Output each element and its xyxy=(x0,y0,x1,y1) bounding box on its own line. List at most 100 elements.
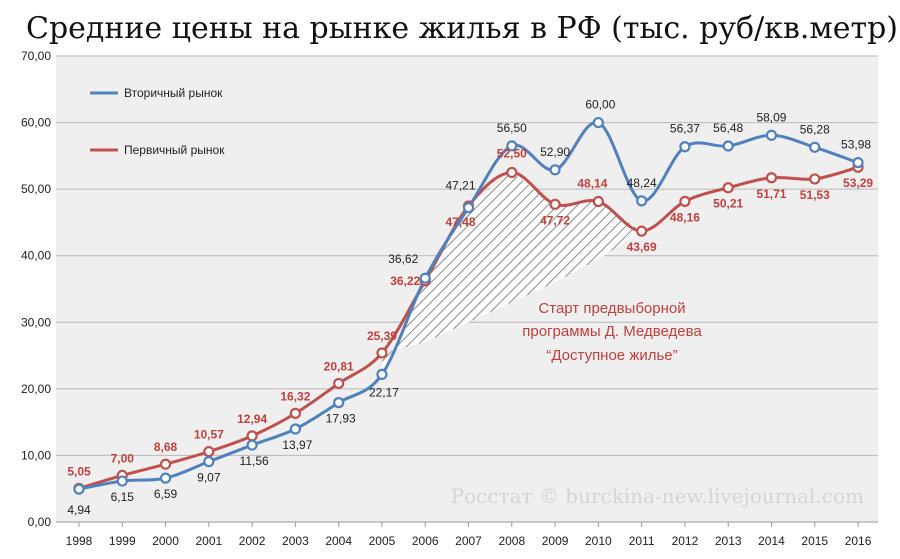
point-primary xyxy=(636,225,648,237)
point-secondary xyxy=(159,472,172,484)
legend: Вторичный рынок Первичный рынок xyxy=(90,86,225,157)
data-label-primary: 52,50 xyxy=(497,147,527,161)
data-labels: 4,94 6,15 6,59 9,07 11,56 13,97 17,93 22,17 36,6… xyxy=(67,98,873,518)
data-label-primary: 50,21 xyxy=(713,197,743,211)
point-primary xyxy=(549,198,561,210)
point-secondary xyxy=(246,439,258,451)
data-label-primary: 47,48 xyxy=(446,215,476,229)
y-tick-label: 50,00 xyxy=(21,182,51,196)
hatch-region xyxy=(381,172,642,375)
y-tick-label: 40,00 xyxy=(21,249,51,263)
legend-entry: Первичный рынок xyxy=(124,143,225,157)
point-secondary xyxy=(203,456,215,468)
legend-entry: Вторичный рынок xyxy=(124,86,223,100)
data-label-secondary: 56,37 xyxy=(670,122,700,136)
data-label-secondary: 56,48 xyxy=(713,121,743,135)
x-tick-label: 2002 xyxy=(239,534,266,548)
point-primary xyxy=(289,407,301,419)
x-tick-label: 2016 xyxy=(845,534,872,548)
data-label-primary: 48,16 xyxy=(670,210,700,224)
point-secondary xyxy=(73,483,85,495)
data-label-primary: 25,39 xyxy=(367,329,397,343)
series-lines xyxy=(73,116,864,495)
data-label-secondary: 47,21 xyxy=(446,179,476,193)
data-label-secondary: 4,94 xyxy=(67,503,91,517)
data-label-secondary: 60,00 xyxy=(585,98,615,112)
point-primary xyxy=(506,166,518,179)
x-tick-label: 2000 xyxy=(152,534,179,548)
x-tick-label: 2014 xyxy=(758,534,785,548)
point-primary xyxy=(333,377,345,390)
data-label-secondary: 13,97 xyxy=(282,438,312,452)
point-primary xyxy=(203,446,215,458)
data-label-primary: 5,05 xyxy=(67,464,91,478)
x-tick-label: 2009 xyxy=(542,534,569,548)
hatch-area xyxy=(381,172,642,375)
data-label-primary: 36,22 xyxy=(390,274,420,288)
y-tick-label: 70,00 xyxy=(21,49,51,63)
chart-title: Средние цены на рынке жилья в РФ (тыс. р… xyxy=(26,11,898,46)
point-secondary xyxy=(765,129,778,141)
x-tick-label: 2006 xyxy=(412,534,439,548)
x-tick-label: 1998 xyxy=(66,534,93,548)
point-secondary xyxy=(549,164,561,176)
point-primary xyxy=(592,195,604,208)
data-label-secondary: 17,93 xyxy=(326,412,356,426)
data-label-primary: 16,32 xyxy=(280,389,310,403)
data-label-primary: 53,29 xyxy=(843,176,873,190)
y-tick-label: 10,00 xyxy=(21,448,51,462)
data-label-secondary: 9,07 xyxy=(197,471,221,485)
data-label-primary: 7,00 xyxy=(111,451,135,465)
x-tick-label: 2005 xyxy=(369,534,396,548)
data-label-primary: 43,69 xyxy=(627,240,657,254)
x-tick-label: 2011 xyxy=(629,534,655,548)
x-tick-label: 2010 xyxy=(585,534,612,548)
annotation-line-1: Старт предвыборной xyxy=(538,300,685,317)
point-secondary xyxy=(333,397,345,409)
data-label-secondary: 56,50 xyxy=(497,121,527,135)
point-primary xyxy=(722,182,734,194)
point-secondary xyxy=(636,195,648,207)
data-label-secondary: 52,90 xyxy=(540,145,570,159)
x-tick-label: 1999 xyxy=(109,534,136,548)
data-label-secondary: 36,62 xyxy=(388,252,418,266)
y-tick-label: 30,00 xyxy=(21,315,51,329)
y-tick-label: 20,00 xyxy=(21,382,51,396)
source-watermark: Росстат © burckina-new.livejournal.com xyxy=(451,484,864,508)
data-label-secondary: 48,24 xyxy=(627,176,657,190)
x-tick-label: 2004 xyxy=(325,534,352,548)
point-secondary xyxy=(852,157,864,169)
x-tick-label: 2007 xyxy=(455,534,482,548)
axes: 0,00 10,00 20,00 30,00 40,00 50,00 60,00 70,00 1… xyxy=(21,49,878,548)
point-secondary xyxy=(679,141,691,153)
point-primary xyxy=(246,430,258,442)
x-tick-label: 2013 xyxy=(715,534,742,548)
point-primary xyxy=(679,195,691,207)
data-label-secondary: 6,15 xyxy=(111,490,135,504)
data-label-secondary: 56,28 xyxy=(800,122,830,136)
data-label-secondary: 53,98 xyxy=(841,138,871,152)
data-label-secondary: 6,59 xyxy=(154,487,178,501)
point-secondary xyxy=(462,202,475,214)
y-tick-label: 60,00 xyxy=(21,116,51,130)
data-label-primary: 51,53 xyxy=(800,188,830,202)
data-label-primary: 51,71 xyxy=(756,187,786,201)
data-label-secondary: 11,56 xyxy=(240,454,269,468)
point-secondary xyxy=(809,141,821,153)
data-label-primary: 48,14 xyxy=(577,177,607,191)
point-secondary xyxy=(419,272,431,284)
point-secondary xyxy=(289,423,301,435)
point-primary xyxy=(376,347,388,359)
data-label-primary: 12,94 xyxy=(237,412,267,426)
point-primary xyxy=(765,172,778,184)
annotation-line-2: программы Д. Медведева xyxy=(522,323,702,340)
point-secondary xyxy=(722,140,734,152)
y-tick-label: 0,00 xyxy=(28,515,52,529)
point-secondary xyxy=(376,368,388,381)
data-label-primary: 8,68 xyxy=(154,440,178,454)
x-tick-label: 2012 xyxy=(672,534,699,548)
x-tick-label: 2008 xyxy=(498,534,525,548)
data-label-primary: 47,72 xyxy=(540,213,570,227)
annotation-line-3: “Доступное жилье” xyxy=(546,347,677,364)
